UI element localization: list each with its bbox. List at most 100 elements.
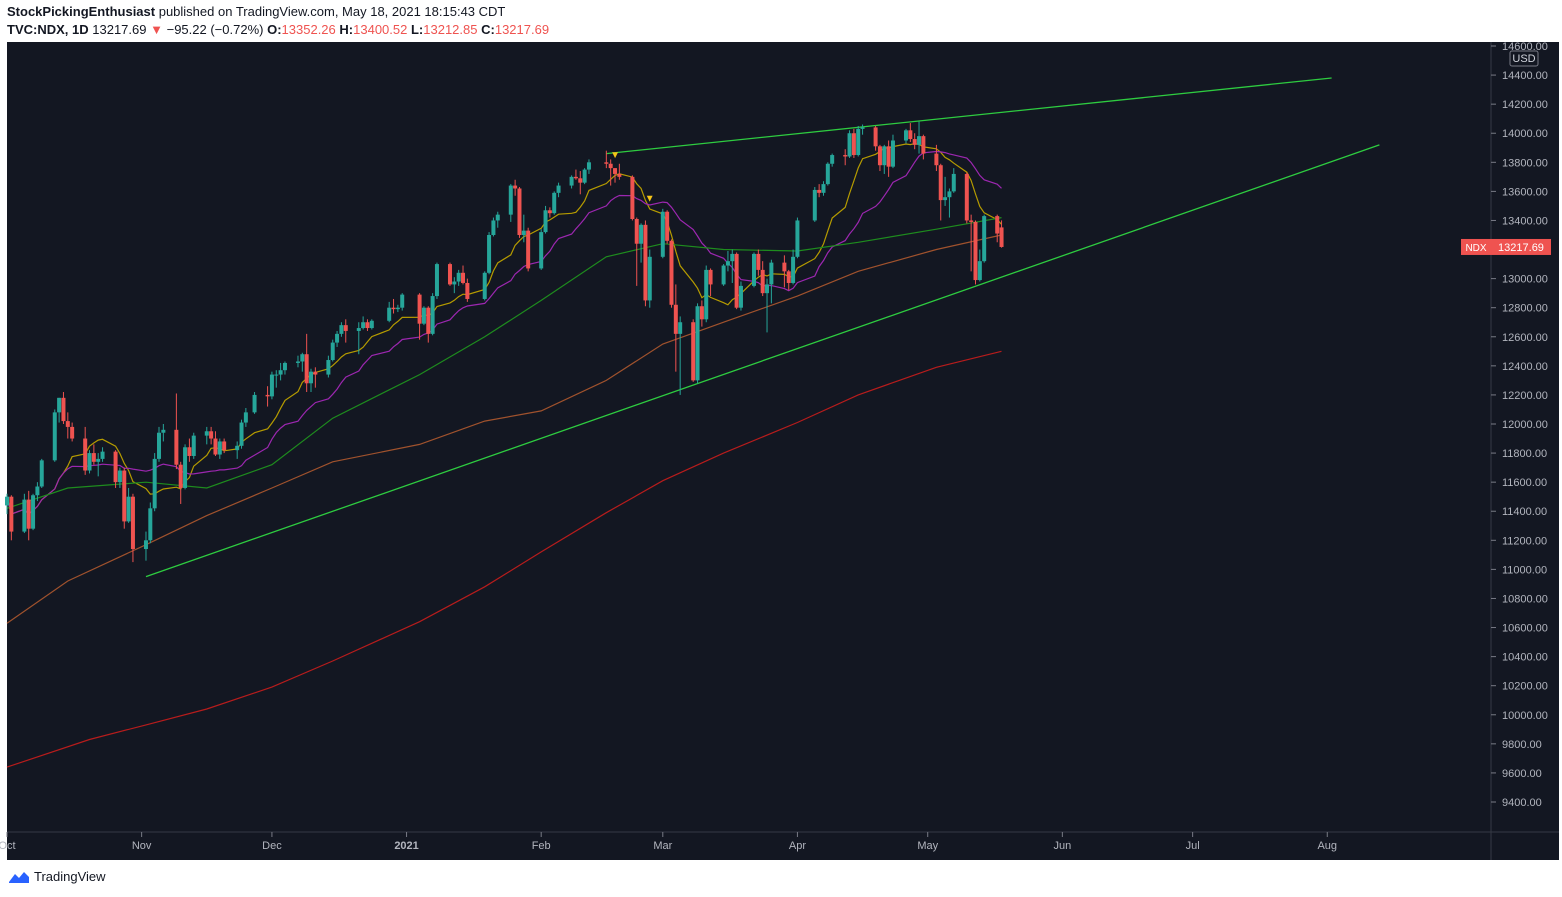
time-axis[interactable] [7,832,1559,860]
candle-body [447,264,452,285]
candle-body [239,422,244,446]
candle-body [877,146,882,166]
price-tick-label: 9600.00 [1502,768,1542,780]
candle [61,392,66,424]
candle-body [691,322,696,381]
candle-body [943,197,948,201]
candle [934,144,939,172]
candle [821,181,826,196]
candle-body [882,146,887,166]
candle-body [582,169,587,183]
candle [209,426,214,445]
candle [300,352,305,372]
candle-body [187,447,192,456]
candle-body [39,460,44,487]
candle [995,214,1000,243]
candle-body [860,127,865,129]
candle [969,214,974,272]
candle-body [417,294,422,324]
candle-body [812,189,817,221]
candle-body [65,421,70,427]
candle [22,493,27,534]
candle [904,128,909,144]
candle-body [613,168,618,174]
time-tick-label: Dec [262,840,282,852]
candle [817,184,822,198]
moving-averages [6,142,1002,768]
candle-body [521,230,526,235]
candle-body [265,394,270,397]
price-tick-label: 13600.00 [1502,186,1548,198]
candle-body [343,325,348,331]
close-label: C: [481,22,495,37]
candle-body [526,230,531,269]
candle [851,128,856,158]
price-tick-label: 12000.00 [1502,419,1548,431]
price-ticks: 14600.00 14400.00 14200.00 14000.00 13800.00… [1491,41,1548,809]
candle-body [482,272,487,299]
candle [608,159,613,186]
price-tick-label: 14200.00 [1502,99,1548,111]
candle [795,217,800,259]
trendline-lower [145,144,1380,578]
candle [391,298,396,314]
candle [217,438,222,459]
candle [387,301,392,323]
candle [890,134,895,169]
candle [634,217,639,286]
high-value: 13400.52 [353,22,408,37]
candle [721,264,726,286]
price-tick-label: 11600.00 [1502,477,1547,489]
candle [265,386,270,407]
candle [31,493,36,531]
low-label: L: [410,22,424,37]
candle [183,444,188,490]
price-axis[interactable] [1491,42,1559,832]
candle-body [517,188,522,235]
candle-body [70,426,75,439]
publish-info: StockPickingEnthusiast published on Trad… [7,4,505,19]
candle [243,408,248,427]
candle [452,277,457,294]
candle-body [769,262,774,285]
candle [152,453,157,512]
candle [730,249,735,283]
candle [526,227,531,272]
open-label: O: [267,22,282,37]
currency-label: USD [1512,53,1535,65]
candle-body [31,495,36,529]
candle [35,482,40,502]
candle-body [61,397,66,422]
candle [765,278,770,333]
price-tick-label: 12400.00 [1502,361,1548,373]
tradingview-footer[interactable]: TradingView [8,869,106,884]
candle [313,367,318,388]
candle-body [843,155,848,157]
candle-body [5,496,9,506]
down-arrow-icon: ▼ [150,22,163,37]
candle-body [22,499,27,532]
candle [487,232,492,275]
candle-body [421,307,426,324]
signal-markers: ▼▼ [610,150,655,205]
candle-body [361,322,366,329]
candle-body [973,221,978,281]
candle [421,306,426,326]
candle [643,220,648,307]
candle [447,262,452,286]
candle [70,422,75,442]
candle [239,419,244,449]
candle [235,441,240,459]
candle [786,269,791,291]
candle [613,168,618,183]
candle [882,144,887,174]
candle [426,306,431,343]
price-tick-label: 14400.00 [1502,70,1548,82]
candle-body [786,271,791,283]
candle-body [934,153,939,166]
plot-area[interactable] [7,42,1491,832]
author-name[interactable]: StockPickingEnthusiast [7,4,156,19]
candle-body [982,216,987,262]
candle-body [699,306,704,320]
